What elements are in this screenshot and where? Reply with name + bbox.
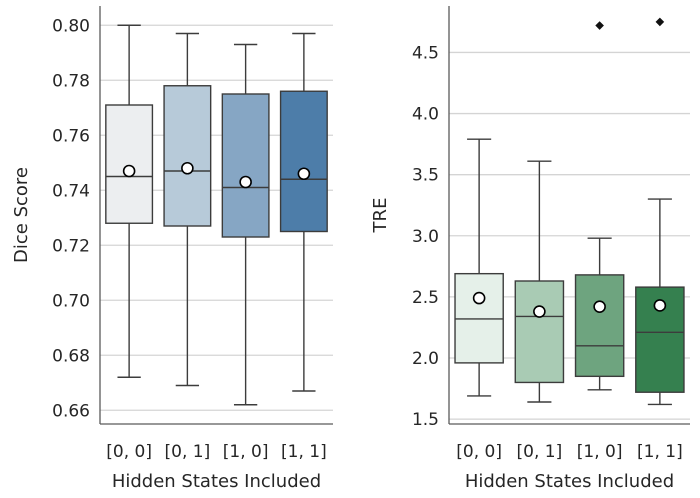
y-tick-label: 0.70 xyxy=(52,291,90,311)
box-0 xyxy=(454,138,504,397)
x-tick-label: [1, 1] xyxy=(281,442,327,462)
y-tick-label: 2.5 xyxy=(412,288,439,308)
box-1 xyxy=(514,160,565,403)
x-tick-label: [0, 1] xyxy=(165,442,211,462)
y-tick-label: 0.80 xyxy=(52,16,90,36)
mean-marker xyxy=(239,175,252,189)
mean-marker xyxy=(297,167,311,181)
box-2 xyxy=(221,43,270,406)
y-axis-title: Dice Score xyxy=(11,167,32,263)
y-tick-label: 0.74 xyxy=(52,181,90,201)
y-tick-label: 1.5 xyxy=(412,410,439,430)
mean-marker xyxy=(472,291,486,305)
mean-marker xyxy=(181,161,194,175)
y-axis-title: TRE xyxy=(370,198,391,234)
y-tick-label: 4.5 xyxy=(412,43,439,63)
y-tick-label: 0.78 xyxy=(52,71,90,91)
x-tick-label: [0, 0] xyxy=(456,442,502,462)
y-tick-label: 2.0 xyxy=(412,349,439,369)
iqr-box xyxy=(105,104,154,224)
iqr-box xyxy=(279,90,328,233)
mean-marker xyxy=(653,299,667,312)
iqr-box xyxy=(514,280,565,384)
x-axis-title: Hidden States Included xyxy=(465,471,674,492)
iqr-box xyxy=(163,85,212,227)
x-tick-label: [1, 0] xyxy=(223,442,269,462)
outlier-marker xyxy=(595,21,604,30)
box-0 xyxy=(105,24,154,378)
y-tick-label: 0.72 xyxy=(52,236,90,256)
y-tick-label: 4.0 xyxy=(412,105,439,125)
x-tick-label: [1, 0] xyxy=(577,442,623,462)
box-3 xyxy=(635,17,685,406)
y-tick-label: 3.5 xyxy=(412,166,439,186)
box-3 xyxy=(279,32,328,392)
box-2 xyxy=(574,21,625,391)
y-tick-label: 0.66 xyxy=(52,401,90,421)
y-tick-label: 3.0 xyxy=(412,227,439,247)
y-tick-label: 0.68 xyxy=(52,346,90,366)
x-tick-label: [0, 1] xyxy=(517,442,563,462)
x-tick-label: [0, 0] xyxy=(106,442,152,462)
mean-marker xyxy=(593,300,606,313)
iqr-box xyxy=(574,274,625,378)
x-axis-title: Hidden States Included xyxy=(112,471,321,492)
mean-marker xyxy=(122,164,136,178)
iqr-box xyxy=(221,93,270,238)
y-tick-label: 0.76 xyxy=(52,126,90,146)
box-1 xyxy=(163,32,212,387)
tre-panel: 1.5 2.0 2.5 3.0 3.5 4.0 4.5 [0, 0] [0, 1] [1, 0] [… xyxy=(370,6,690,492)
mean-marker xyxy=(533,305,546,318)
x-tick-label: [1, 1] xyxy=(637,442,683,462)
outlier-marker xyxy=(655,17,665,27)
dice-score-panel: 0.66 0.68 0.70 0.72 0.74 0.76 0.78 0.80 [0, 0] [0… xyxy=(11,6,333,492)
